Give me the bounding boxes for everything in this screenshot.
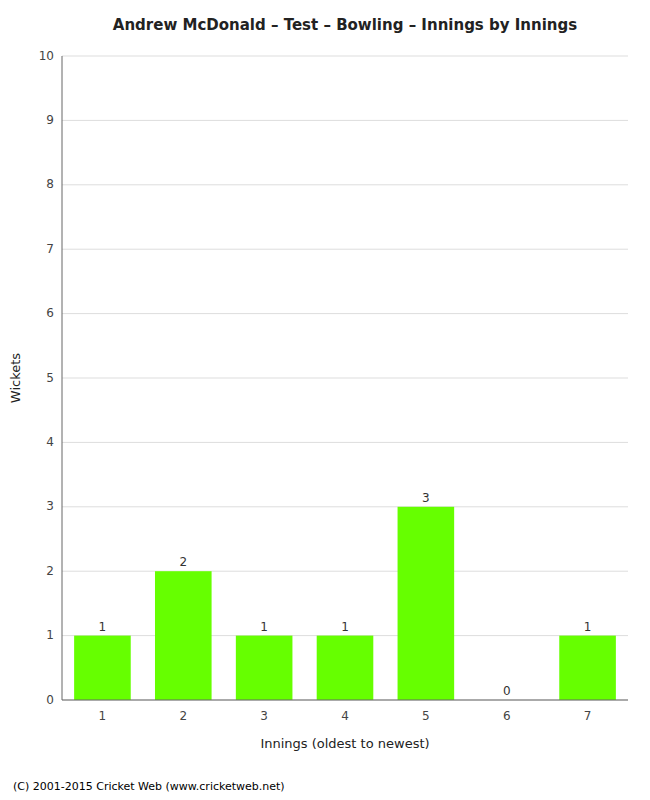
y-tick-label: 5 <box>46 371 54 385</box>
x-axis-line <box>62 700 628 701</box>
grid-line <box>62 120 628 121</box>
grid-line <box>62 700 628 701</box>
bar <box>398 507 455 700</box>
x-axis: 1 2 3 4 5 6 7 <box>99 709 592 723</box>
x-tick-label: 1 <box>99 709 107 723</box>
bar <box>155 571 212 700</box>
grid <box>62 56 628 700</box>
data-label: 1 <box>260 620 268 634</box>
grid-line <box>62 56 628 57</box>
data-label: 1 <box>584 620 592 634</box>
data-label: 3 <box>422 491 430 505</box>
x-tick-label: 2 <box>179 709 187 723</box>
chart-svg: 0 1 2 3 4 5 6 7 8 9 10 1 2 1 1 3 0 1 1 2 3 4 5 6 7 Andrew McDonal… <box>0 0 650 800</box>
footer: (C) 2001-2015 Cricket Web (www.cricketwe… <box>13 780 285 793</box>
x-tick-label: 4 <box>341 709 349 723</box>
y-tick-label: 8 <box>46 177 54 191</box>
grid-line <box>62 313 628 314</box>
grid-line <box>62 571 628 572</box>
grid-line <box>62 378 628 379</box>
y-tick-label: 0 <box>46 693 54 707</box>
grid-line <box>62 184 628 185</box>
data-label: 1 <box>341 620 349 634</box>
data-label: 0 <box>503 684 511 698</box>
bar <box>236 636 293 700</box>
y-axis-title: Wickets <box>8 353 23 403</box>
data-label: 1 <box>99 620 107 634</box>
y-tick-label: 2 <box>46 564 54 578</box>
title: Andrew McDonald – Test – Bowling – Innin… <box>113 16 577 34</box>
bar <box>559 636 616 700</box>
y-axis-line <box>62 56 63 700</box>
y-tick-label: 10 <box>39 49 54 63</box>
x-axis-title: Innings (oldest to newest) <box>260 736 429 751</box>
y-tick-label: 9 <box>46 113 54 127</box>
data-labels: 1 2 1 1 3 0 1 <box>99 491 592 698</box>
chart-container: 0 1 2 3 4 5 6 7 8 9 10 1 2 1 1 3 0 1 1 2 3 4 5 6 7 Andrew McDonal… <box>0 0 650 800</box>
grid-line <box>62 249 628 250</box>
page: {"chart_data": {"type": "bar", "title": … <box>0 0 650 800</box>
y-tick-label: 1 <box>46 628 54 642</box>
y-axis: 0 1 2 3 4 5 6 7 8 9 10 <box>39 49 54 707</box>
y-tick-label: 6 <box>46 306 54 320</box>
bars <box>74 507 616 700</box>
data-label: 2 <box>179 555 187 569</box>
grid-line <box>62 506 628 507</box>
x-tick-label: 6 <box>503 709 511 723</box>
bar <box>74 636 131 700</box>
y-tick-label: 4 <box>46 435 54 449</box>
x-tick-label: 7 <box>584 709 592 723</box>
y-tick-label: 3 <box>46 499 54 513</box>
bar <box>317 636 374 700</box>
grid-line <box>62 442 628 443</box>
x-tick-label: 3 <box>260 709 268 723</box>
y-tick-label: 7 <box>46 242 54 256</box>
x-tick-label: 5 <box>422 709 430 723</box>
